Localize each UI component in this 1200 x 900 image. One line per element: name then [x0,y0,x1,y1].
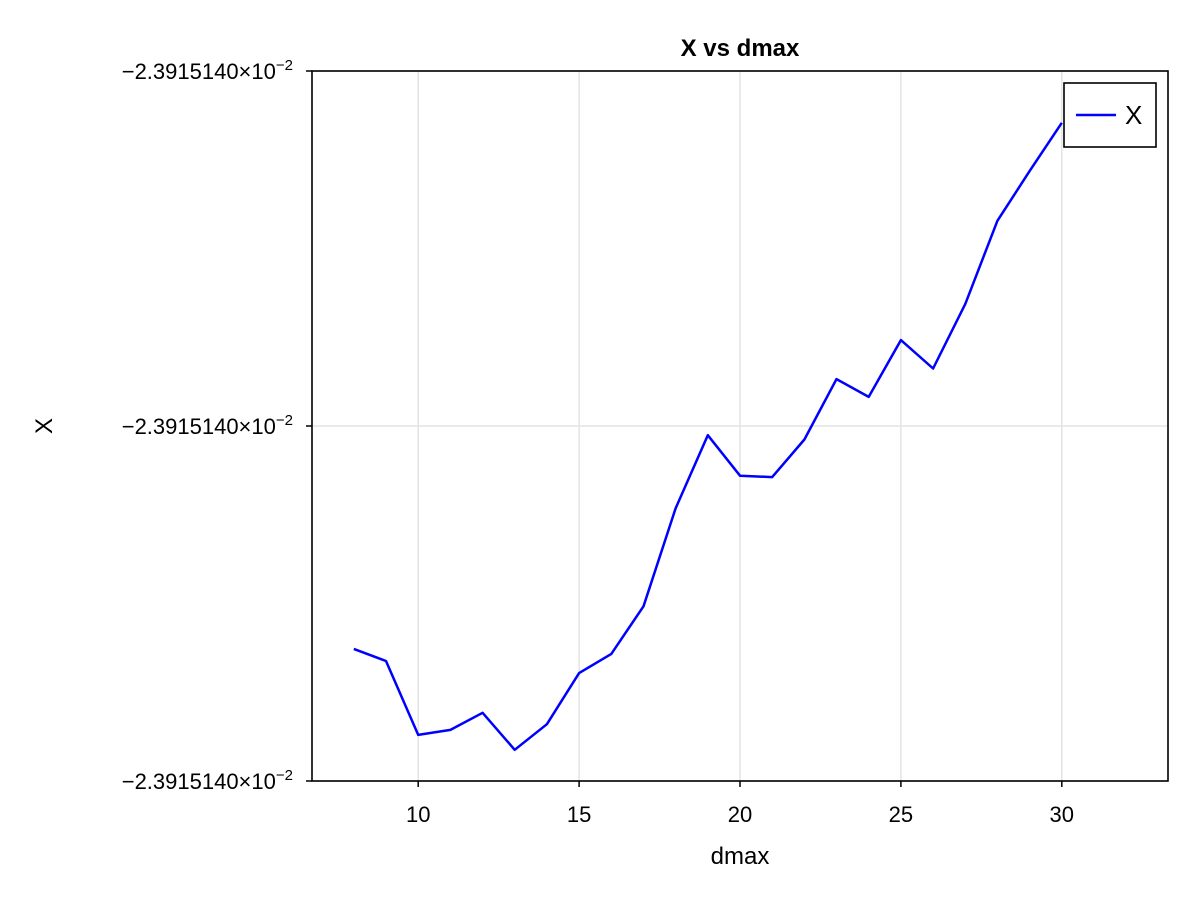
y-tick-exponent: −2 [276,57,293,74]
ticks: 10 15 20 25 30−2.3915140×10−2−2.3915140×10−2… [122,57,1074,827]
x-tick-label: 30 [1050,802,1074,827]
y-tick-label: −2.3915140×10−2 [122,767,293,794]
legend: X [1063,82,1157,148]
x-tick-label: 15 [567,802,591,827]
x-tick-label: 10 [406,802,430,827]
chart-title: X vs dmax [681,35,800,62]
x-tick-label: 25 [889,802,913,827]
y-tick-label: −2.3915140×10−2 [122,412,293,439]
y-tick-label: −2.3915140×10−2 [122,57,293,84]
y-axis-label: X [31,418,58,434]
y-tick-mantissa: −2.3915140×10 [122,59,276,84]
y-tick-exponent: −2 [276,767,293,784]
x-tick-label: 20 [728,802,752,827]
x-axis-label: dmax [711,843,770,870]
legend-label: X [1125,100,1142,130]
y-tick-mantissa: −2.3915140×10 [122,414,276,439]
y-tick-exponent: −2 [276,412,293,429]
series-layer [353,122,1063,752]
series-line-x [353,122,1063,752]
y-tick-mantissa: −2.3915140×10 [122,769,276,794]
